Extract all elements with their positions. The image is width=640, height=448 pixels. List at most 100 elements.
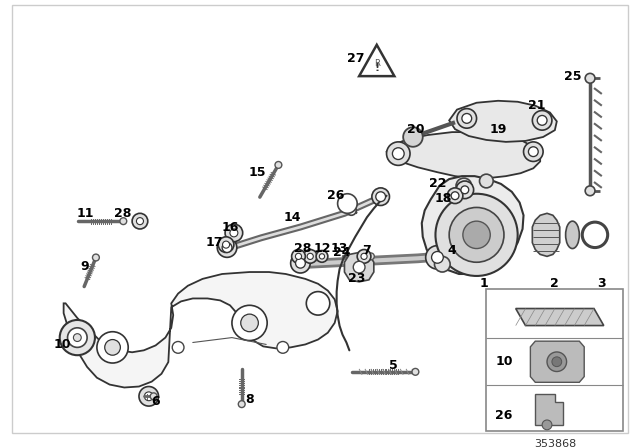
Text: 8: 8 [245,393,254,406]
Circle shape [587,227,603,243]
Circle shape [316,250,328,262]
Circle shape [372,188,390,206]
Circle shape [307,253,314,259]
Circle shape [303,250,317,263]
Text: 2: 2 [550,277,559,290]
Polygon shape [344,253,374,282]
Circle shape [463,221,490,249]
Circle shape [585,73,595,83]
Circle shape [426,246,449,269]
Text: 28: 28 [294,242,311,255]
Polygon shape [63,272,338,388]
Circle shape [93,254,99,261]
Text: 14: 14 [284,211,301,224]
Circle shape [105,340,120,355]
Text: 23: 23 [349,272,366,285]
Bar [486,289,623,431]
Text: 15: 15 [248,166,266,179]
Ellipse shape [566,221,579,249]
Circle shape [120,218,127,224]
Circle shape [456,181,474,198]
Text: 13: 13 [331,242,348,255]
Polygon shape [516,309,604,326]
Polygon shape [449,101,557,142]
Text: 10: 10 [54,338,72,351]
Text: 6: 6 [151,395,160,408]
Polygon shape [531,341,584,382]
Circle shape [529,147,538,156]
Text: 10: 10 [495,355,513,368]
Circle shape [172,341,184,353]
Circle shape [275,161,282,168]
Polygon shape [422,176,524,274]
Circle shape [461,186,468,194]
Polygon shape [387,132,540,178]
Text: 5: 5 [389,359,398,372]
Circle shape [403,127,423,147]
Circle shape [462,113,472,123]
Circle shape [223,241,230,248]
Text: 26: 26 [495,409,513,422]
Circle shape [218,237,234,253]
Circle shape [537,116,547,125]
Circle shape [431,251,444,263]
Text: 28: 28 [114,207,131,220]
Text: !: ! [374,63,380,73]
Circle shape [217,238,237,257]
Circle shape [132,213,148,229]
Text: 353868: 353868 [534,439,576,448]
Circle shape [361,253,367,259]
Circle shape [60,320,95,355]
Circle shape [449,207,504,262]
Text: R: R [374,59,380,68]
Circle shape [296,258,305,268]
Circle shape [338,194,357,213]
Circle shape [230,229,238,237]
Circle shape [585,186,595,196]
Circle shape [222,243,232,253]
Circle shape [457,108,477,128]
Circle shape [376,192,385,202]
Text: 22: 22 [429,177,446,190]
Circle shape [532,111,552,130]
Polygon shape [532,213,560,256]
Circle shape [456,178,472,194]
Circle shape [296,253,301,259]
Text: 4: 4 [448,244,456,257]
Circle shape [547,352,566,371]
Circle shape [582,222,608,248]
Text: 21: 21 [529,99,546,112]
Polygon shape [359,45,394,76]
Text: 20: 20 [407,123,425,136]
Circle shape [74,334,81,341]
Text: 1: 1 [480,277,489,290]
Circle shape [139,387,159,406]
Circle shape [524,142,543,161]
Circle shape [319,254,324,259]
Circle shape [392,148,404,159]
Polygon shape [535,394,563,425]
Circle shape [241,314,259,332]
Circle shape [292,250,305,263]
Circle shape [367,253,374,260]
Circle shape [68,328,87,347]
Circle shape [451,192,459,200]
Circle shape [387,142,410,165]
Text: 16: 16 [221,220,239,233]
Text: 3: 3 [598,277,606,290]
Circle shape [552,357,562,366]
Circle shape [447,188,463,203]
Text: 7: 7 [363,244,371,257]
Circle shape [542,420,552,430]
Text: 12: 12 [313,242,331,255]
Circle shape [238,401,245,408]
Text: 18: 18 [435,192,452,205]
Text: 26: 26 [327,189,344,202]
Circle shape [225,224,243,242]
Text: 11: 11 [76,207,94,220]
Circle shape [232,305,267,340]
Circle shape [435,194,518,276]
Circle shape [346,206,356,215]
Circle shape [307,292,330,315]
Circle shape [97,332,128,363]
